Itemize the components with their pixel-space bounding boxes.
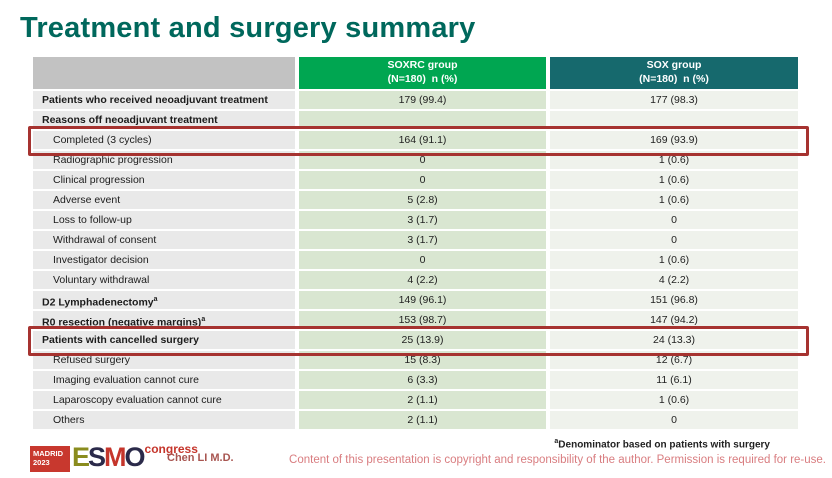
row-label: Adverse event (33, 191, 295, 209)
esmo-wordmark: ESMO (72, 442, 146, 472)
sox-value: 147 (94.2) (550, 311, 798, 329)
row-label: Patients with cancelled surgery (33, 331, 295, 349)
soxrc-value: 164 (91.1) (299, 131, 546, 149)
presenter-name: Chen LI M.D. (167, 452, 234, 464)
page-title: Treatment and surgery summary (20, 12, 476, 44)
soxrc-value: 3 (1.7) (299, 211, 546, 229)
row-label: R0 resection (negative margins)a (33, 311, 295, 329)
row-label: Loss to follow-up (33, 211, 295, 229)
highlight-box-completed (28, 126, 809, 156)
summary-table: SOXRC group (N=180) n (%) SOX group (N=1… (28, 57, 809, 429)
sox-value (550, 111, 798, 129)
header-sox-line1: SOX group (646, 59, 702, 72)
sox-value: 151 (96.8) (550, 291, 798, 309)
esmo-congress-logo: MADRID 2023 ESMO congress (30, 440, 198, 472)
row-label: Investigator decision (33, 251, 295, 269)
sox-value: 1 (0.6) (550, 391, 798, 409)
row-label: Clinical progression (33, 171, 295, 189)
row-label: Imaging evaluation cannot cure (33, 371, 295, 389)
congress-label: congress (144, 442, 198, 456)
row-label: D2 Lymphadenectomya (33, 291, 295, 309)
highlight-box-cancelled-surgery (28, 326, 809, 356)
row-label: Reasons off neoadjuvant treatment (33, 111, 295, 129)
soxrc-value: 0 (299, 171, 546, 189)
soxrc-value: 6 (3.3) (299, 371, 546, 389)
soxrc-value: 2 (1.1) (299, 411, 546, 429)
sox-value: 1 (0.6) (550, 251, 798, 269)
table-footnote: aDenominator based on patients with surg… (554, 438, 770, 451)
soxrc-value: 5 (2.8) (299, 191, 546, 209)
madrid-2023-badge: MADRID 2023 (30, 446, 70, 472)
soxrc-value: 3 (1.7) (299, 231, 546, 249)
row-label: Completed (3 cycles) (33, 131, 295, 149)
row-label: Voluntary withdrawal (33, 271, 295, 289)
sox-value: 24 (13.3) (550, 331, 798, 349)
sox-value: 0 (550, 231, 798, 249)
header-soxrc-line2: (N=180) n (%) (387, 73, 458, 85)
table-header-sox: SOX group (N=180) n (%) (550, 57, 798, 89)
soxrc-value: 4 (2.2) (299, 271, 546, 289)
sox-value: 177 (98.3) (550, 91, 798, 109)
table-header-blank (33, 57, 295, 89)
soxrc-value: 153 (98.7) (299, 311, 546, 329)
header-soxrc-line1: SOXRC group (387, 59, 458, 72)
sox-value: 4 (2.2) (550, 271, 798, 289)
row-label: Patients who received neoadjuvant treatm… (33, 91, 295, 109)
soxrc-value: 0 (299, 251, 546, 269)
soxrc-value: 25 (13.9) (299, 331, 546, 349)
sox-value: 169 (93.9) (550, 131, 798, 149)
table-header-soxrc: SOXRC group (N=180) n (%) (299, 57, 546, 89)
copyright-notice: Content of this presentation is copyrigh… (289, 454, 826, 466)
sox-value: 11 (6.1) (550, 371, 798, 389)
row-label: Withdrawal of consent (33, 231, 295, 249)
sox-value: 0 (550, 411, 798, 429)
sox-value: 1 (0.6) (550, 171, 798, 189)
soxrc-value: 179 (99.4) (299, 91, 546, 109)
row-label: Others (33, 411, 295, 429)
soxrc-value (299, 111, 546, 129)
soxrc-value: 149 (96.1) (299, 291, 546, 309)
sox-value: 1 (0.6) (550, 191, 798, 209)
header-sox-line2: (N=180) n (%) (639, 73, 709, 85)
sox-value: 0 (550, 211, 798, 229)
soxrc-value: 2 (1.1) (299, 391, 546, 409)
row-label: Laparoscopy evaluation cannot cure (33, 391, 295, 409)
